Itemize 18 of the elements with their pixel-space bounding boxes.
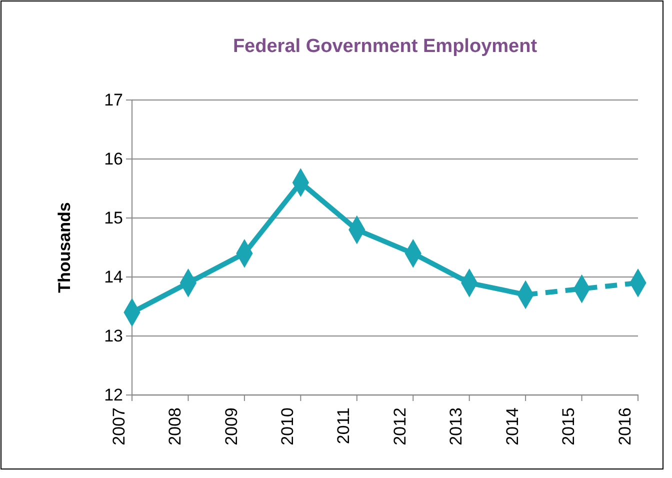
x-tick-label: 2010 — [278, 408, 298, 446]
y-tick-label: 13 — [104, 326, 123, 346]
y-tick-label: 12 — [104, 385, 123, 404]
x-tick-label: 2008 — [166, 408, 185, 446]
chart-title: Federal Government Employment — [232, 36, 538, 57]
x-tick-label: 2013 — [446, 408, 466, 446]
y-tick-label: 15 — [104, 208, 123, 228]
y-axis-title: Thousands — [55, 202, 74, 293]
x-tick-label: 2007 — [109, 408, 128, 446]
x-tick-label: 2015 — [559, 408, 578, 446]
x-tick-label: 2016 — [615, 408, 634, 446]
y-tick-label: 14 — [104, 267, 123, 286]
x-tick-label: 2009 — [222, 408, 241, 446]
x-tick-label: 2012 — [390, 408, 410, 446]
y-tick-label: 16 — [104, 149, 123, 168]
y-tick-label: 17 — [104, 90, 123, 110]
x-tick-label: 2014 — [502, 408, 522, 446]
x-tick-label: 2011 — [334, 408, 354, 444]
